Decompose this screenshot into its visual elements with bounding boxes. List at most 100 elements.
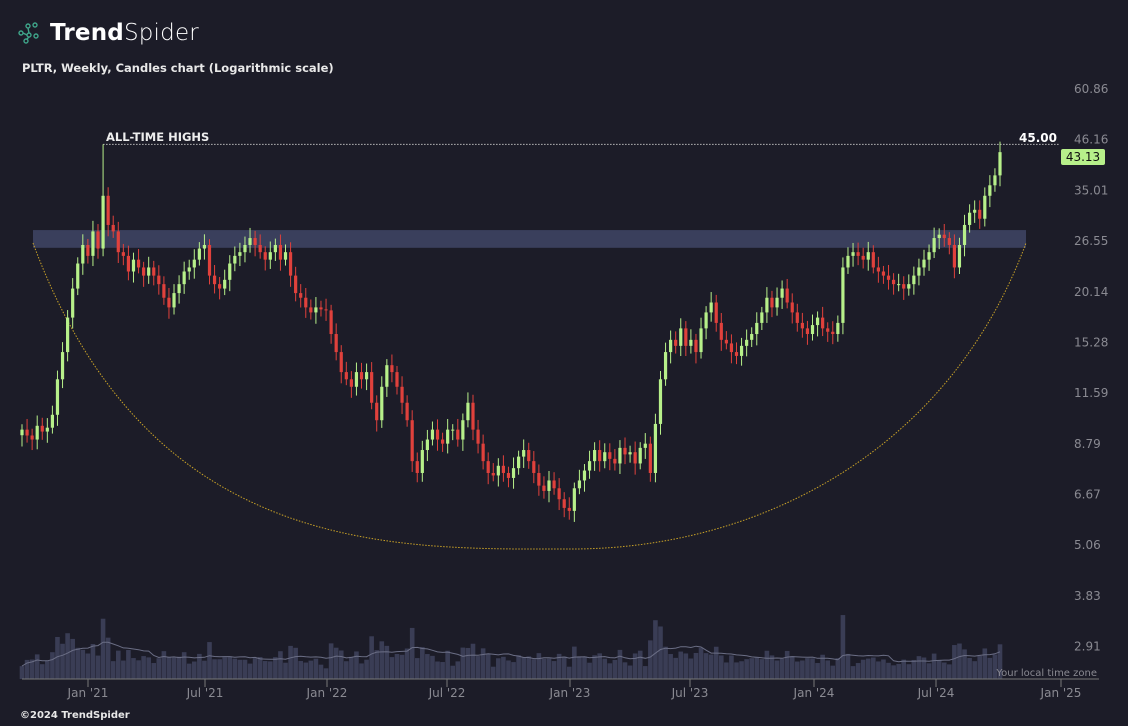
volume-bar — [252, 658, 258, 679]
candle — [76, 257, 80, 296]
volume-bar — [749, 658, 754, 679]
volume-bar — [202, 660, 207, 679]
volume-bar — [901, 659, 907, 679]
spider-logo-icon — [18, 22, 39, 44]
x-tick-label: Jan '23 — [549, 686, 591, 700]
volume-bar — [754, 657, 760, 679]
candle — [202, 234, 207, 260]
candle — [598, 440, 602, 472]
y-tick-label: 3.83 — [1074, 589, 1101, 603]
volume-bar — [546, 658, 552, 679]
volume-bar — [29, 659, 35, 679]
candle — [704, 306, 708, 340]
volume-bar — [987, 657, 993, 679]
candle — [410, 410, 414, 472]
candle — [623, 437, 627, 465]
volume-bar — [997, 644, 1003, 679]
candle — [501, 455, 505, 482]
volume-bar — [602, 658, 608, 679]
candle — [142, 261, 146, 287]
volume-bar — [820, 654, 825, 679]
candle — [380, 376, 384, 428]
candle — [40, 417, 44, 440]
x-tick-label: Jan '25 — [1040, 686, 1082, 700]
candle — [694, 333, 698, 364]
candle — [50, 405, 55, 434]
candle — [663, 342, 668, 386]
candle — [506, 466, 511, 488]
volume-bar — [100, 618, 106, 679]
candles — [20, 141, 1002, 522]
candle — [577, 469, 582, 495]
candle — [587, 450, 592, 479]
y-tick-label: 46.16 — [1074, 133, 1108, 147]
volume-bar — [506, 660, 511, 679]
volume-bar — [977, 655, 983, 679]
volume-bar — [217, 659, 222, 679]
volume-bar — [232, 658, 238, 679]
y-tick-label: 2.91 — [1074, 640, 1101, 654]
volume-bar — [141, 656, 146, 679]
candle — [841, 257, 845, 335]
volume-bar — [911, 659, 917, 679]
volume-bar — [19, 666, 25, 679]
volume-bar — [810, 658, 815, 679]
volume-bar — [957, 643, 962, 679]
candle — [157, 265, 161, 295]
candle — [881, 265, 886, 284]
volume-bar — [222, 657, 227, 679]
y-tick-label: 5.06 — [1074, 538, 1101, 552]
volume-bar — [480, 648, 486, 679]
volume-bar — [430, 655, 435, 679]
volume-bar — [941, 662, 947, 679]
candle — [309, 299, 313, 320]
volume-bar — [511, 662, 516, 679]
volume-bar — [541, 658, 547, 679]
volume-bar — [516, 655, 521, 679]
volume-bar — [34, 654, 40, 679]
candle — [435, 419, 440, 451]
volume-bar — [354, 651, 359, 679]
candle — [152, 260, 156, 286]
candle — [511, 457, 516, 489]
volume-bar — [455, 661, 461, 679]
y-tick-label: 11.59 — [1074, 386, 1108, 400]
volume-bar — [298, 661, 304, 679]
candle — [71, 278, 75, 329]
volume-bar — [627, 665, 633, 679]
volume-bar — [886, 662, 891, 679]
volume-bar — [729, 655, 734, 679]
volume-bar — [328, 643, 334, 679]
candle — [466, 392, 470, 428]
candle — [238, 242, 242, 267]
x-tick-label: Jul '22 — [428, 686, 466, 700]
volume-bar — [845, 653, 851, 679]
x-tick-label: Jan '21 — [67, 686, 109, 700]
volume-bar — [779, 658, 785, 679]
candle — [907, 274, 911, 296]
volume-bar — [176, 656, 182, 679]
volume-bar — [800, 660, 805, 679]
candle — [304, 288, 308, 318]
candle — [81, 234, 85, 275]
candle — [278, 234, 283, 271]
x-tick-label: Jan '24 — [793, 686, 835, 700]
y-tick-label: 8.79 — [1074, 437, 1101, 451]
x-tick-label: Jan '22 — [306, 686, 348, 700]
volume-bar — [642, 666, 648, 679]
volume-bar — [739, 661, 744, 679]
volume-bar — [364, 659, 369, 679]
volume-bar — [404, 648, 410, 679]
candle — [319, 300, 323, 317]
volume-bar — [698, 647, 704, 679]
volume-bar — [855, 663, 861, 679]
candle — [243, 236, 247, 263]
candle — [760, 306, 764, 330]
volume-bar — [136, 660, 141, 679]
candle — [390, 354, 394, 383]
x-axis: Jan '21 Jul '21 Jan '22 Jul '22 Jan '23 Jul '… — [67, 679, 1082, 700]
candle — [537, 464, 541, 496]
candle — [35, 415, 39, 450]
volume-bar — [384, 645, 390, 679]
